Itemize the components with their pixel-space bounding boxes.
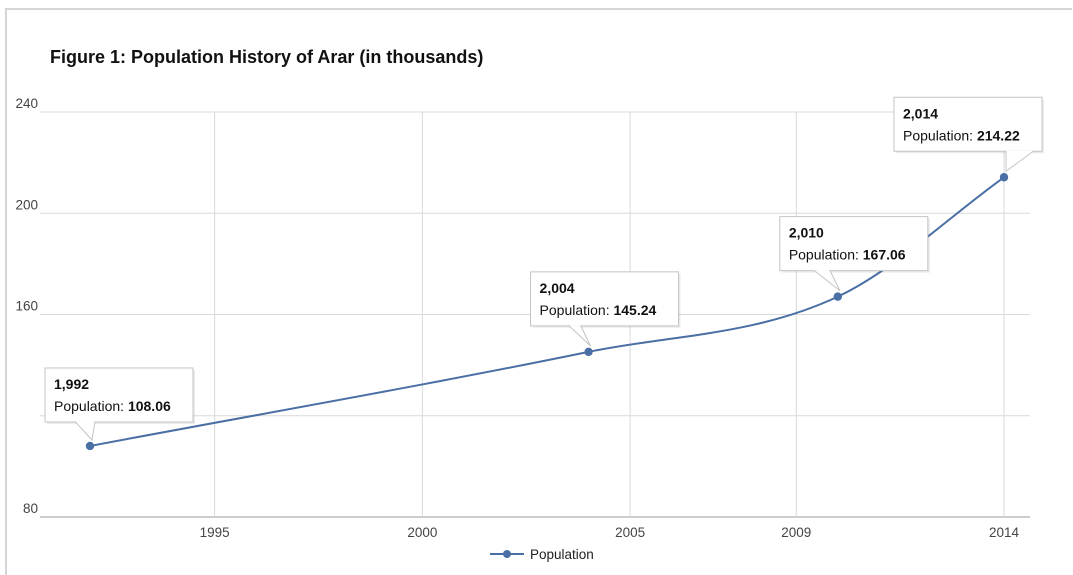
legend-label-population: Population: [530, 547, 594, 562]
data-point[interactable]: [85, 441, 95, 451]
legend-marker: [503, 550, 511, 558]
data-tooltip: 1,992 Population: 108.06: [44, 367, 195, 442]
tooltip-tail: [1005, 150, 1035, 173]
tooltip-x-value: 1,992: [54, 376, 89, 392]
data-tooltip: 2,010 Population: 167.06: [779, 216, 930, 292]
tooltip-y-value: Population: 108.06: [54, 398, 171, 414]
x-tick-label: 2009: [781, 525, 811, 540]
tooltip-y-value: Population: 145.24: [540, 302, 657, 318]
chart-title: Figure 1: Population History of Arar (in…: [50, 47, 483, 67]
chart-legend[interactable]: Population: [490, 547, 594, 562]
x-tick-label: 2000: [407, 525, 437, 540]
tooltip-tail: [813, 269, 841, 292]
x-tick-label: 2014: [989, 525, 1020, 540]
x-tick-label: 2005: [615, 525, 645, 540]
data-point[interactable]: [999, 173, 1009, 182]
data-point[interactable]: [833, 292, 843, 301]
tooltip-y-value: Population: 214.22: [903, 127, 1020, 143]
y-tick-label: 160: [15, 299, 38, 314]
tooltip-tail: [568, 324, 591, 347]
tooltip-x-value: 2,004: [540, 280, 575, 296]
tooltip-x-value: 2,010: [789, 225, 824, 241]
tooltip-box: [779, 216, 929, 272]
data-tooltip: 2,014 Population: 214.22: [893, 96, 1044, 173]
tooltip-box: [893, 96, 1043, 152]
data-points: [85, 173, 1009, 451]
tooltip-x-value: 2,014: [903, 105, 938, 121]
y-tick-label: 240: [15, 96, 38, 111]
y-tick-label: 200: [15, 197, 38, 212]
tooltip-y-value: Population: 167.06: [789, 247, 906, 263]
tooltip-tail: [74, 421, 96, 442]
x-tick-label: 1995: [200, 525, 230, 540]
tooltip-box: [530, 271, 680, 327]
axis-tick-labels: 80 160 200 240 1995 2000 2005 2009 2014: [15, 96, 1019, 540]
data-point[interactable]: [584, 347, 593, 357]
y-tick-label: 80: [23, 501, 38, 516]
data-tooltip: 2,004 Population: 145.24: [530, 271, 681, 347]
tooltip-box: [44, 367, 194, 423]
data-tooltips: 1,992 Population: 108.06 2,004 Population: …: [44, 96, 1044, 442]
chart-frame: [5, 8, 1072, 575]
